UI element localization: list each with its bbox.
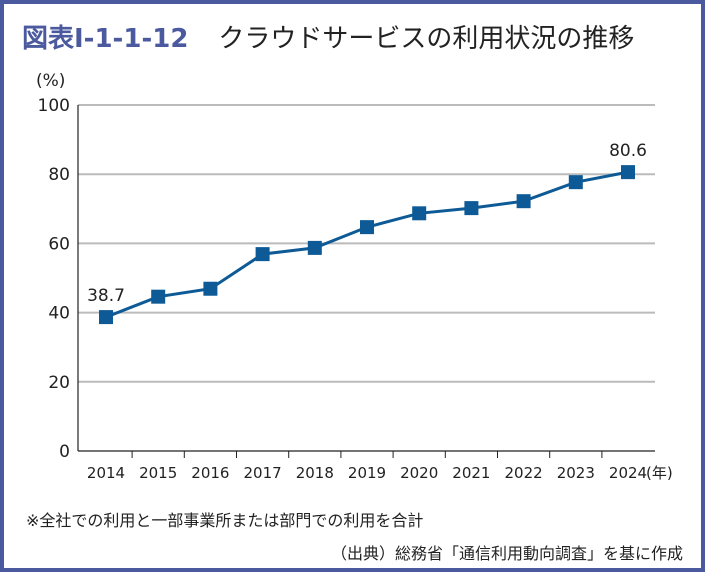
data-point (464, 201, 479, 216)
series-line (105, 170, 629, 319)
x-tick-label: 2015 (139, 464, 177, 482)
data-point (568, 175, 583, 190)
data-point (621, 165, 635, 180)
y-tick-label: 0 (59, 442, 70, 462)
data-point (360, 220, 374, 235)
x-tick-label: 2024 (609, 464, 647, 482)
footnote: ※全社での利用と一部事業所または部門での利用を合計 (26, 511, 424, 530)
data-point (307, 240, 322, 255)
data-point (255, 247, 270, 262)
data-point (99, 310, 113, 325)
chart-title: 図表Ⅰ-1-1-12 クラウドサービスの利用状況の推移 (22, 18, 634, 55)
source-note: （出典）総務省「通信利用動向調査」を基に作成 (330, 544, 683, 563)
x-tick-label: 2014 (87, 464, 125, 482)
y-tick-label: 60 (48, 234, 70, 254)
x-tick-label: 2017 (244, 464, 282, 482)
x-tick-label: 2020 (400, 464, 438, 482)
x-tick-label: 2023 (557, 464, 595, 482)
data-point (412, 206, 427, 221)
x-tick-label: 2019 (348, 464, 386, 482)
data-label: 80.6 (609, 141, 647, 161)
data-label: 38.7 (87, 286, 125, 306)
x-axis-unit: (年) (646, 464, 673, 482)
y-axis-unit: (%) (36, 71, 65, 91)
y-tick-label: 20 (48, 373, 70, 393)
y-tick-label: 80 (48, 165, 70, 185)
data-point (516, 194, 531, 209)
x-tick-label: 2022 (505, 464, 543, 482)
x-tick-label: 2016 (191, 464, 229, 482)
y-tick-label: 100 (38, 96, 70, 116)
x-tick-label: 2018 (296, 464, 334, 482)
y-tick-label: 40 (48, 304, 70, 324)
line-chart: 0 20 40 60 80 100 (%) 2014 2015 2016 2017 2018 2019 2… (36, 71, 673, 482)
x-tick-label: 2021 (452, 464, 490, 482)
data-point (151, 289, 166, 304)
figure-number: 図表Ⅰ-1-1-12 (22, 24, 189, 54)
data-point (203, 281, 218, 296)
title-text: クラウドサービスの利用状況の推移 (218, 24, 635, 54)
